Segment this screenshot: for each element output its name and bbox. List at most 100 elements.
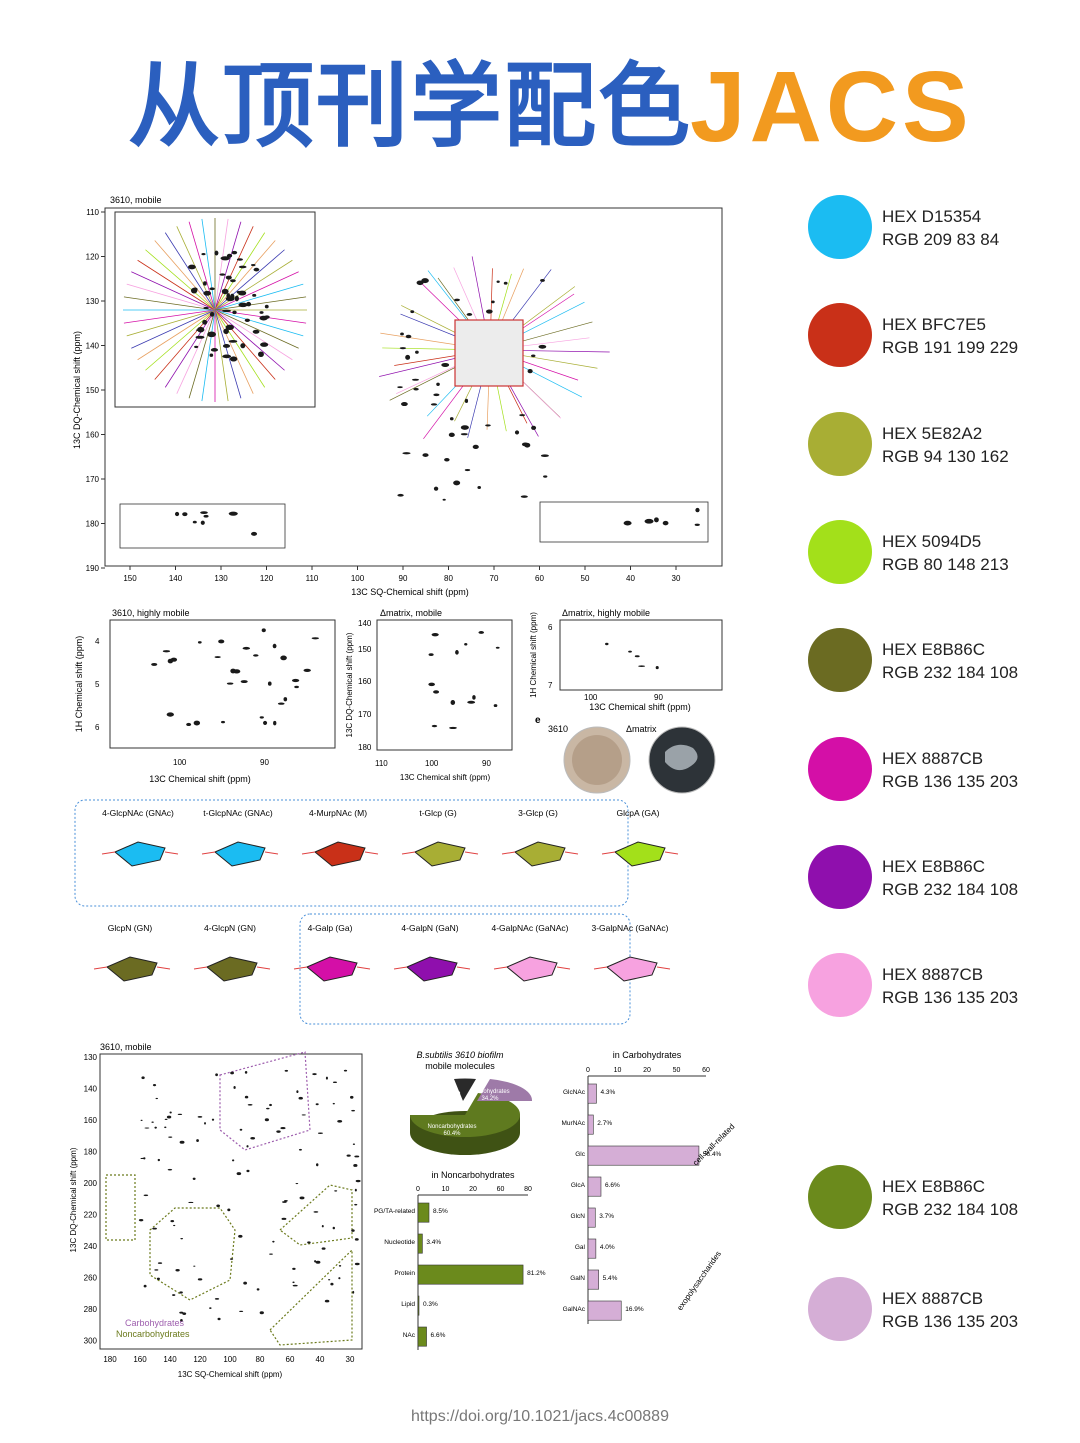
sugar-ring xyxy=(106,956,158,982)
nmr-peak xyxy=(186,722,192,727)
y-tick-label: 130 xyxy=(84,1053,98,1062)
nmr-peak xyxy=(315,1163,319,1167)
nmr-peak xyxy=(172,1294,176,1296)
nmr-peak xyxy=(313,1211,319,1213)
spoke-line xyxy=(137,309,216,361)
y-tick-label: 180 xyxy=(84,1148,98,1157)
nmr-peak xyxy=(354,1155,360,1158)
sugar-ring xyxy=(314,841,366,867)
nmr-peak xyxy=(416,280,424,286)
bar-value-label: 4.3% xyxy=(600,1089,615,1096)
sugar-name: 4-GlcpN (GN) xyxy=(204,923,256,933)
bar-value-label: 6.6% xyxy=(605,1182,620,1189)
sugar-name: t-GlcpNAc (GNAc) xyxy=(203,808,273,818)
nmr-peak xyxy=(157,1262,163,1264)
swatch-hex: HEX D15354 xyxy=(882,207,982,226)
nmr-peak xyxy=(259,716,264,719)
nmr-peak xyxy=(543,475,548,478)
pie-label-unknown: Unknown xyxy=(435,1091,460,1097)
nmr-peak xyxy=(228,340,238,343)
region-outline xyxy=(105,1174,136,1241)
panel-b-xlabel: 13C Chemical shift (ppm) xyxy=(149,774,251,784)
bar-category: MurNAc xyxy=(562,1120,586,1127)
nmr-peak xyxy=(194,345,199,349)
nmr-peak xyxy=(221,309,231,313)
nmr-peak xyxy=(157,1158,161,1162)
nmr-peak xyxy=(229,356,238,362)
spoke-line xyxy=(214,309,242,399)
nmr-peak xyxy=(415,350,419,354)
nmr-peak xyxy=(321,1225,324,1228)
nmr-peak xyxy=(264,1118,269,1122)
nmr-peak xyxy=(140,1119,143,1122)
spoke-line xyxy=(214,309,266,388)
spoke-line xyxy=(214,259,293,311)
nmr-peak xyxy=(413,387,419,391)
nmr-peak xyxy=(269,1103,272,1107)
nmr-peak xyxy=(144,1127,150,1129)
nmr-peak xyxy=(299,1196,305,1200)
x-tick-label: 110 xyxy=(306,574,319,583)
bar-category: GalNAc xyxy=(563,1306,586,1313)
nmr-peak xyxy=(638,665,646,667)
nmr-peak xyxy=(478,631,485,634)
swatch-hex: HEX 8887CB xyxy=(882,748,984,768)
nmr-peak xyxy=(405,354,411,360)
pie-slice-noncarbohydrates xyxy=(410,1093,521,1137)
panel-e-label: e xyxy=(535,715,541,726)
nmr-peak xyxy=(190,287,198,294)
nmr-peak xyxy=(430,403,438,406)
swatch-color-dot xyxy=(808,736,872,801)
x-tick-label: 0 xyxy=(586,1067,590,1074)
panel-c-xlabel: 13C Chemical shift (ppm) xyxy=(400,773,491,782)
nmr-peak xyxy=(209,353,214,357)
bar-chart-title: in Noncarbohydrates xyxy=(431,1170,515,1180)
figure-svg: 3610, mobile 150 140 130 120 110 100 90 80 70 60 5… xyxy=(69,195,736,1379)
nmr-peak xyxy=(263,720,268,726)
nmr-peak xyxy=(209,312,215,317)
bar-value-label: 0.3% xyxy=(423,1301,438,1308)
swatch-hex: HEX 8887CB xyxy=(882,1289,984,1308)
nmr-peak xyxy=(246,1169,250,1173)
glycosidic-bond xyxy=(456,966,471,970)
pie-slice-carbohydrates xyxy=(477,1079,533,1101)
spoke-line xyxy=(214,240,276,311)
nmr-peak xyxy=(402,452,411,455)
nmr-peak xyxy=(243,1281,248,1285)
pie-value-carb: 34.2% xyxy=(481,1096,499,1102)
y-tick-label: 180 xyxy=(86,520,100,529)
spoke-line xyxy=(131,271,216,311)
nmr-peak xyxy=(233,1086,236,1089)
panel-f-peaks xyxy=(138,1069,361,1322)
nmr-peak xyxy=(252,329,260,334)
bar-category: GlcNAc xyxy=(563,1089,586,1096)
x-tick-label: 80 xyxy=(256,1355,265,1364)
bar-chart-noncarbohydrates: in Noncarbohydrates 0 10 20 60 80 PG/TA-relate… xyxy=(374,1170,546,1350)
nmr-peak xyxy=(214,250,219,256)
panel-a-inset-right xyxy=(539,501,709,543)
nmr-peak xyxy=(156,1277,160,1281)
panel-c-peaks xyxy=(428,631,500,730)
nmr-peak xyxy=(221,288,229,295)
nmr-peak xyxy=(170,1220,175,1223)
nmr-peak xyxy=(472,695,476,700)
nmr-peak xyxy=(195,335,205,339)
nmr-peak xyxy=(464,398,469,404)
nmr-peak xyxy=(321,1247,326,1250)
nmr-peak xyxy=(256,1288,260,1291)
nmr-peak xyxy=(250,263,256,267)
swatch-color-dot xyxy=(808,628,872,693)
pie-label-carb: Carbohydrates xyxy=(470,1089,509,1095)
bar-annotation: exopolysaccharides xyxy=(675,1249,723,1312)
panel-c: Δmatrix, mobile 13C Chemical shift (ppm)… xyxy=(345,608,513,782)
nmr-peak xyxy=(354,1203,358,1206)
sugar-ring xyxy=(514,841,566,867)
nmr-peak xyxy=(203,306,209,310)
sugar-ring xyxy=(406,956,458,982)
bar xyxy=(587,1145,700,1166)
y-tick-label: 120 xyxy=(86,253,100,262)
panel-c-xtick-1: 100 xyxy=(425,759,439,768)
doi-link[interactable]: https://doi.org/10.1021/jacs.4c00889 xyxy=(411,1408,669,1425)
nmr-peak xyxy=(239,1128,243,1131)
legend-carbohydrates: Carbohydrates xyxy=(125,1318,185,1328)
